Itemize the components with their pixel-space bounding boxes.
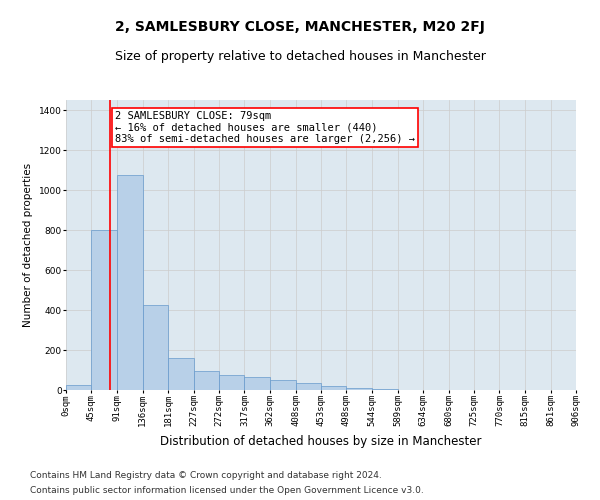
Bar [219, 375, 244, 390]
Text: Contains public sector information licensed under the Open Government Licence v3: Contains public sector information licen… [30, 486, 424, 495]
Bar [321, 386, 346, 390]
Text: 2 SAMLESBURY CLOSE: 79sqm
← 16% of detached houses are smaller (440)
83% of semi: 2 SAMLESBURY CLOSE: 79sqm ← 16% of detac… [115, 111, 415, 144]
X-axis label: Distribution of detached houses by size in Manchester: Distribution of detached houses by size … [160, 434, 482, 448]
Bar [66, 385, 91, 390]
Bar [244, 377, 270, 390]
Bar [270, 380, 296, 390]
Bar [194, 371, 219, 390]
Bar [346, 388, 372, 390]
Bar [168, 358, 194, 390]
Text: Contains HM Land Registry data © Crown copyright and database right 2024.: Contains HM Land Registry data © Crown c… [30, 471, 382, 480]
Text: 2, SAMLESBURY CLOSE, MANCHESTER, M20 2FJ: 2, SAMLESBURY CLOSE, MANCHESTER, M20 2FJ [115, 20, 485, 34]
Bar [372, 389, 398, 390]
Text: Size of property relative to detached houses in Manchester: Size of property relative to detached ho… [115, 50, 485, 63]
Bar [117, 175, 143, 390]
Bar [91, 230, 117, 390]
Bar [296, 383, 321, 390]
Bar [143, 305, 168, 390]
Y-axis label: Number of detached properties: Number of detached properties [23, 163, 33, 327]
